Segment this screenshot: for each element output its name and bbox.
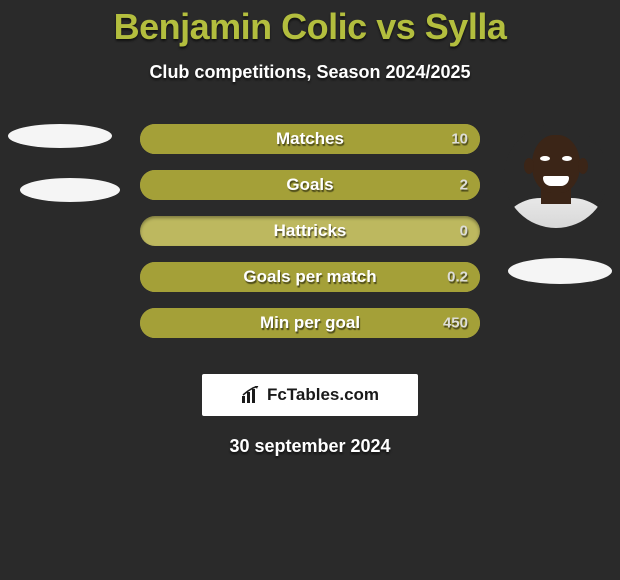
page-title: Benjamin Colic vs Sylla xyxy=(0,0,620,48)
stat-bar: 2Goals xyxy=(140,170,480,200)
player-a-name: Benjamin Colic xyxy=(114,6,367,47)
bars-chart-icon xyxy=(241,386,263,404)
bar-label: Min per goal xyxy=(140,313,480,333)
subtitle: Club competitions, Season 2024/2025 xyxy=(0,62,620,83)
player-b-name: Sylla xyxy=(425,6,507,47)
vs-word: vs xyxy=(376,6,415,47)
stat-bar: 450Min per goal xyxy=(140,308,480,338)
logo-text: FcTables.com xyxy=(267,385,379,405)
placeholder-ellipse xyxy=(20,178,120,202)
bar-label: Hattricks xyxy=(140,221,480,241)
placeholder-ellipse xyxy=(508,258,612,284)
bar-label: Matches xyxy=(140,129,480,149)
fctables-logo: FcTables.com xyxy=(202,374,418,416)
stats-bars: 10Matches 2Goals 0Hattricks 0.2Goals per ma… xyxy=(140,124,480,354)
date-text: 30 september 2024 xyxy=(0,436,620,457)
stat-bar: 10Matches xyxy=(140,124,480,154)
stat-bar: 0.2Goals per match xyxy=(140,262,480,292)
bar-label: Goals xyxy=(140,175,480,195)
stat-bar: 0Hattricks xyxy=(140,216,480,246)
placeholder-ellipse xyxy=(8,124,112,148)
bar-label: Goals per match xyxy=(140,267,480,287)
player-b-avatar xyxy=(504,124,608,228)
